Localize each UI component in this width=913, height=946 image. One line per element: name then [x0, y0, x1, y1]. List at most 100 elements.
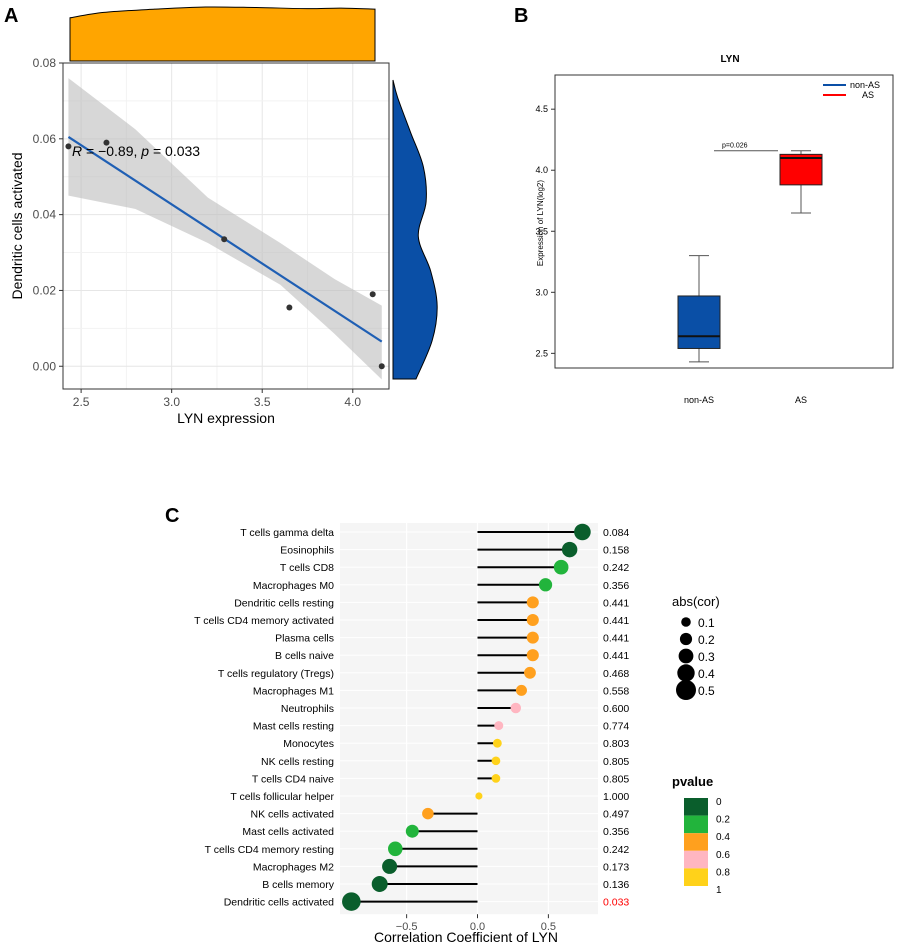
color-legend-label: 1	[716, 885, 722, 896]
y-tick-label: 0.00	[33, 359, 57, 373]
box-non-AS	[677, 295, 721, 349]
category-label: Mast cells activated	[242, 826, 334, 838]
pvalue-label: 0.033	[603, 897, 629, 909]
scatter-points	[65, 139, 385, 370]
x-axis-label-c: Correlation Coefficient of LYN	[374, 929, 558, 945]
x-tick-label: AS	[795, 395, 807, 405]
x-tick-label: 4.0	[344, 395, 361, 409]
color-legend-label: 0	[716, 797, 722, 808]
color-legend-swatch	[684, 850, 708, 869]
significance-bracket: p=0.026	[714, 143, 778, 152]
size-legend-dot	[679, 632, 693, 646]
lollipop-dot	[494, 721, 504, 731]
pvalue-label: 0.497	[603, 809, 629, 821]
y-tick-label: 3.0	[535, 287, 548, 297]
category-label: Macrophages M0	[253, 580, 334, 592]
pvalue-label: 0.441	[603, 597, 629, 609]
pvalue-label: 0.242	[603, 844, 629, 856]
r-value: = −0.89,	[82, 143, 141, 159]
lollipop-dot	[538, 578, 553, 592]
lollipop-dot	[382, 858, 398, 874]
size-legend-label: 0.4	[698, 667, 715, 681]
panel-label-c: C	[165, 505, 179, 527]
right-density-curve	[392, 79, 438, 380]
plot-a-border	[62, 62, 390, 390]
lollipop-dot	[491, 756, 501, 766]
lollipop-dot	[475, 792, 483, 800]
color-legend-label: 0.8	[716, 867, 730, 878]
color-legend-swatch	[684, 868, 708, 886]
x-tick-label: 0.5	[541, 921, 556, 933]
category-label: T cells regulatory (Tregs)	[218, 668, 334, 680]
pvalue-label: 0.173	[603, 861, 629, 873]
pvalue-label: 0.356	[603, 580, 629, 592]
color-legend-label: 0.6	[716, 850, 730, 861]
lollipop-dot	[561, 541, 578, 558]
category-label: T cells gamma delta	[240, 527, 334, 539]
category-label: T cells follicular helper	[230, 791, 334, 803]
x-tick-label: 0.0	[470, 921, 485, 933]
x-axis-label-a: LYN expression	[177, 410, 275, 426]
plot-c-ticks: −0.5 0.0 0.5	[396, 914, 556, 933]
color-legend-label: 0.4	[716, 832, 730, 843]
pvalue-label: 0.242	[603, 562, 629, 574]
panel-c-lollipop: T cells gamma delta Eosinophils T cells CD…	[194, 523, 730, 945]
pvalue-labels: 0.084 0.158 0.242 0.356 0.441 0.441 0.441 0.441…	[603, 527, 629, 909]
category-labels: T cells gamma delta Eosinophils T cells CD…	[194, 527, 335, 909]
category-label: B cells memory	[262, 879, 335, 891]
pvalue-label: 0.356	[603, 826, 629, 838]
category-label: T cells CD4 naive	[252, 773, 334, 785]
scatter-point	[369, 291, 376, 298]
box-AS	[779, 153, 823, 186]
lollipop-dot	[526, 649, 539, 662]
y-axis-label-a: Dendritic cells activated	[9, 152, 25, 299]
size-legend-title: abs(cor)	[672, 594, 720, 609]
significance-label: p=0.026	[722, 143, 748, 150]
lollipop-dot	[526, 631, 539, 644]
legend-label-non-AS: non-AS	[850, 80, 880, 90]
panel-label-a: A	[4, 5, 18, 27]
pvalue-label: 0.600	[603, 703, 629, 715]
category-label: T cells CD4 memory activated	[194, 615, 334, 627]
x-tick-label: 2.5	[73, 395, 90, 409]
plot-c-background	[340, 523, 598, 915]
pvalue-label: 0.468	[603, 668, 629, 680]
color-legend-label: 0.2	[716, 815, 730, 826]
lollipop-dot	[492, 738, 502, 748]
plot-b-border	[554, 74, 894, 369]
category-label: T cells CD4 memory resting	[205, 844, 334, 856]
y-axis-label-b: Expression of LYN(log2)	[536, 180, 545, 266]
p-symbol: p	[140, 143, 149, 159]
scatter-point	[378, 363, 385, 370]
color-legend-swatch	[684, 833, 708, 851]
category-label: Neutrophils	[281, 703, 334, 715]
r-symbol: R	[72, 143, 82, 159]
lollipop-dot	[526, 596, 539, 609]
p-value: = 0.033	[149, 143, 200, 159]
pvalue-label: 0.803	[603, 738, 629, 750]
x-tick-label: non-AS	[684, 395, 714, 405]
scatter-point	[65, 143, 72, 150]
size-legend-dot	[678, 648, 694, 664]
lollipop-dot	[405, 824, 419, 838]
top-density-curve	[69, 6, 376, 62]
scatter-point	[103, 139, 110, 146]
category-label: Mast cells resting	[253, 721, 334, 733]
pvalue-label: 0.441	[603, 650, 629, 662]
y-tick-label: 0.06	[33, 132, 57, 146]
plot-c-panel	[340, 523, 598, 915]
category-label: NK cells resting	[261, 756, 334, 768]
correlation-annotation: R = −0.89, p = 0.033	[72, 143, 200, 159]
y-tick-label: 2.5	[535, 348, 548, 358]
y-tick-label: 3.5	[535, 226, 548, 236]
panel-label-b: B	[514, 5, 528, 27]
plot-b-ticks: 2.5 3.0 3.5 4.0 4.5 non-AS AS	[535, 104, 807, 405]
lollipop-dot	[574, 523, 591, 541]
lollipop-dots	[342, 523, 591, 911]
category-label: Dendritic cells activated	[224, 897, 334, 909]
lollipop-dot	[388, 841, 403, 857]
category-label: Macrophages M2	[253, 861, 334, 873]
